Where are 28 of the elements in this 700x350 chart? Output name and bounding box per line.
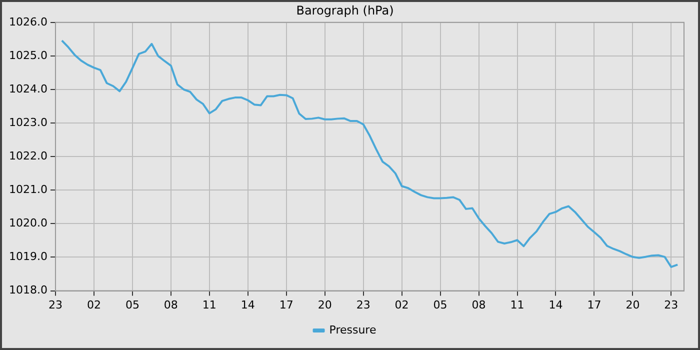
x-tick-label: 23 (356, 298, 370, 312)
x-tick-label: 05 (433, 298, 448, 312)
y-tick-label: 1025.0 (8, 48, 48, 62)
y-tick-label: 1020.0 (8, 216, 48, 230)
y-tick-label: 1022.0 (8, 149, 48, 162)
x-tick-label: 17 (279, 298, 294, 312)
x-tick-label: 08 (164, 298, 178, 312)
x-tick-label: 23 (664, 298, 678, 312)
x-tick-label: 17 (587, 298, 602, 312)
x-tick-label: 11 (202, 298, 216, 312)
x-tick-label: 02 (86, 298, 101, 312)
x-tick-label: 23 (48, 298, 62, 312)
x-tick-label: 08 (472, 298, 486, 312)
y-tick-label: 1024.0 (8, 82, 48, 96)
x-tick-label: 20 (318, 298, 332, 312)
x-tick-label: 14 (240, 298, 255, 312)
y-tick-label: 1018.0 (8, 284, 48, 297)
x-tick-label: 05 (125, 298, 140, 312)
y-tick-label: 1023.0 (8, 116, 48, 129)
x-tick-label: 14 (548, 298, 563, 312)
x-tick-label: 11 (510, 298, 524, 312)
chart-title: Barograph (hPa) (296, 3, 394, 18)
x-tick-label: 20 (626, 298, 640, 312)
legend-label: Pressure (329, 323, 376, 336)
y-tick-label: 1021.0 (8, 183, 48, 196)
y-tick-label: 1026.0 (8, 15, 48, 28)
x-tick-label: 02 (394, 298, 409, 312)
y-tick-label: 1019.0 (8, 250, 48, 264)
